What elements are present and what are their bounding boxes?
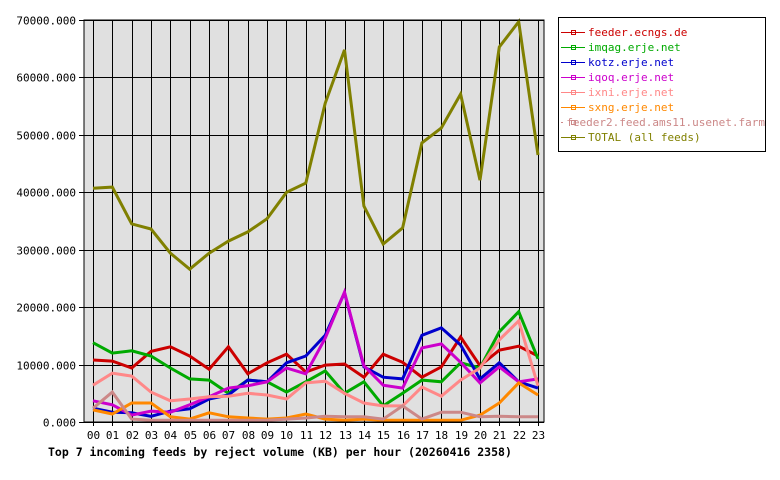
x-tick-label: 18	[435, 429, 448, 442]
legend-label: imqag.erje.net	[588, 41, 681, 54]
x-axis-ticks: 00 01 02 03 04 05 06 07 08 09 10 11 12 13 14 15 16 17 18 19…	[87, 429, 545, 442]
x-tick-label: 08	[242, 429, 255, 442]
x-tick-label: 16	[397, 429, 410, 442]
legend-label: feeder.ecngs.de	[588, 26, 688, 39]
x-tick-label: 14	[358, 429, 372, 442]
x-tick-label: 07	[222, 429, 235, 442]
legend-item: kotz.erje.net	[559, 55, 765, 70]
x-tick-label: 06	[203, 429, 216, 442]
x-tick-label: 12	[319, 429, 332, 442]
legend-swatch-icon	[561, 72, 585, 83]
y-tick-label: 40000.000	[16, 187, 76, 200]
x-tick-label: 01	[106, 429, 119, 442]
legend-item: feeder2.feed.ams11.usenet.farm	[559, 115, 765, 130]
x-tick-label: 00	[87, 429, 100, 442]
x-tick-label: 23	[532, 429, 545, 442]
legend-swatch-icon	[561, 117, 576, 128]
legend-item: ixni.erje.net	[559, 85, 765, 100]
y-tick-label: 70000.000	[16, 15, 76, 28]
x-tick-label: 11	[300, 429, 313, 442]
y-tick-label: 50000.000	[16, 130, 76, 143]
legend-swatch-icon	[561, 57, 585, 68]
legend-label: sxng.erje.net	[588, 101, 675, 114]
x-tick-label: 15	[377, 429, 390, 442]
legend-item: imqag.erje.net	[559, 40, 765, 55]
legend-label: iqoq.erje.net	[588, 71, 675, 84]
y-tick-label: 60000.000	[16, 72, 76, 85]
x-tick-label: 09	[261, 429, 274, 442]
y-tick-label: 0.000	[43, 417, 76, 430]
legend-swatch-icon	[561, 42, 585, 53]
series-line	[92, 287, 539, 417]
plot-border	[83, 19, 545, 423]
x-tick-label: 13	[339, 429, 352, 442]
legend-item: feeder.ecngs.de	[559, 25, 765, 40]
series-line	[92, 17, 540, 272]
legend-label: feeder2.feed.ams11.usenet.farm	[566, 116, 765, 129]
legend-item: TOTAL (all feeds)	[559, 130, 765, 145]
chart-title: Top 7 incoming feeds by reject volume (K…	[48, 445, 512, 459]
legend-swatch-icon	[561, 102, 585, 113]
legend: feeder.ecngs.de imqag.erje.net kotz.erje.n…	[558, 17, 766, 152]
series-lines	[92, 17, 540, 422]
x-tick-label: 02	[126, 429, 139, 442]
x-tick-label: 03	[145, 429, 158, 442]
series-line	[92, 318, 540, 408]
legend-swatch-icon	[561, 132, 585, 143]
series-line	[92, 334, 539, 380]
x-tick-label: 21	[493, 429, 506, 442]
x-tick-label: 22	[513, 429, 526, 442]
y-tick-label: 30000.000	[16, 245, 76, 258]
series-line	[92, 389, 538, 422]
x-tick-label: 20	[474, 429, 487, 442]
legend-swatch-icon	[561, 27, 585, 38]
legend-label: ixni.erje.net	[588, 86, 675, 99]
x-tick-label: 17	[416, 429, 429, 442]
x-tick-label: 04	[164, 429, 178, 442]
x-tick-label: 10	[280, 429, 293, 442]
legend-item: sxng.erje.net	[559, 100, 765, 115]
x-tick-label: 05	[184, 429, 197, 442]
y-tick-label: 10000.000	[16, 360, 76, 373]
legend-label: kotz.erje.net	[588, 56, 675, 69]
legend-label: TOTAL (all feeds)	[588, 131, 701, 144]
legend-swatch-icon	[561, 87, 585, 98]
x-tick-label: 19	[455, 429, 468, 442]
y-tick-label: 20000.000	[16, 302, 76, 315]
y-axis-ticks: 0.000 10000.000 20000.000 30000.000 40000.00…	[16, 15, 76, 430]
legend-item: iqoq.erje.net	[559, 70, 765, 85]
